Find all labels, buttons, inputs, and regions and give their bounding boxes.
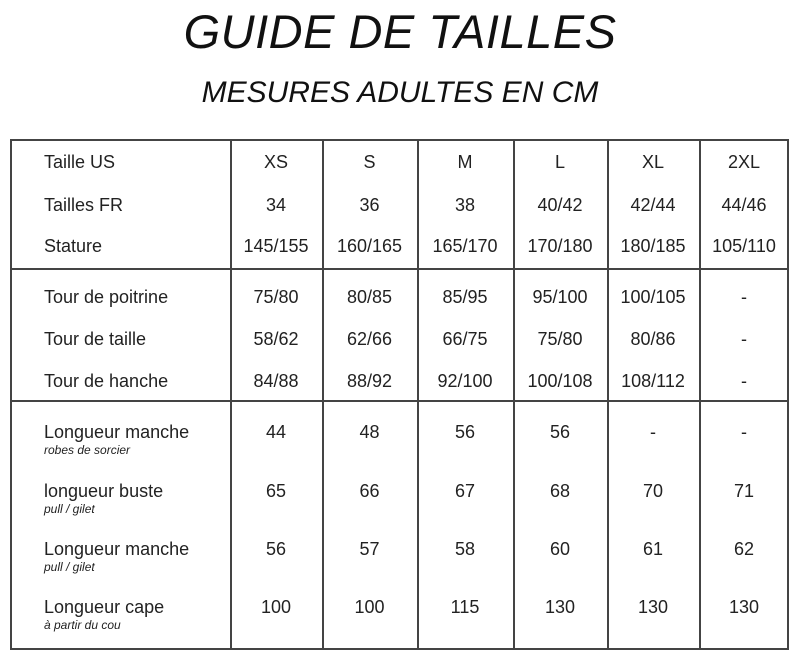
table-cell: 60 [549,539,571,559]
table-cell: 66/75 [442,329,488,349]
table-cell: 80/85 [346,287,393,307]
table-cell: 44 [265,422,287,442]
column-divider [607,139,609,650]
table-cell: 40/42 [537,195,583,215]
table-cell: 85/95 [442,287,488,307]
section-divider [10,400,789,402]
table-cell: 44/46 [721,195,767,215]
table-cell: 80/86 [630,329,676,349]
table-cell: 56 [454,422,476,442]
table-frame [10,139,789,650]
table-cell: 100 [260,597,292,617]
row-label: Tailles FR [44,195,124,215]
table-cell: 75/80 [253,287,299,307]
row-label: Longueur cape [44,597,165,617]
table-cell: 38 [454,195,476,215]
table-cell: 66 [359,481,380,501]
table-cell: 62 [733,539,755,559]
table-cell: 34 [265,195,287,215]
table-cell: 84/88 [253,371,299,391]
column-divider [417,139,419,650]
column-divider [699,139,701,650]
column-divider [230,139,232,650]
table-cell: 75/80 [537,329,583,349]
table-cell: 56 [265,539,287,559]
row-label: longueur buste [44,481,164,501]
table-cell: 100/105 [620,287,686,307]
row-label: Tour de hanche [44,371,169,391]
row-note: pull / gilet [44,502,95,516]
table-cell: 130 [637,597,669,617]
table-cell: 92/100 [437,371,493,391]
table-cell: 61 [642,539,664,559]
row-note: robes de sorcier [44,443,131,457]
table-cell: 100/108 [527,371,593,391]
table-cell: 180/185 [620,236,686,256]
table-cell: 130 [544,597,576,617]
table-cell: - [741,287,747,307]
table-cell: 108/112 [621,371,685,391]
table-cell: 130 [728,597,760,617]
column-divider [513,139,515,650]
table-cell: 57 [359,539,380,559]
table-cell: - [650,422,656,442]
row-label: Tour de poitrine [44,287,169,307]
table-cell: 68 [549,481,571,501]
table-cell: 58/62 [253,329,299,349]
table-cell: 105/110 [712,236,776,256]
table-cell: 2XL [727,152,761,172]
table-cell: - [741,329,747,349]
table-cell: 42/44 [630,195,676,215]
table-cell: 36 [359,195,380,215]
section-divider [10,268,789,270]
row-label: Tour de taille [44,329,147,349]
table-cell: - [741,422,747,442]
table-cell: 62/66 [346,329,393,349]
table-cell: 160/165 [336,236,403,256]
column-divider [322,139,324,650]
table-cell: 88/92 [346,371,393,391]
row-label: Stature [44,236,103,256]
row-note: à partir du cou [44,618,121,632]
table-cell: 65 [265,481,287,501]
row-note: pull / gilet [44,560,95,574]
table-cell: 145/155 [243,236,309,256]
table-cell: XL [641,152,665,172]
row-label: Longueur manche [44,539,190,559]
table-cell: 115 [450,597,480,617]
table-cell: 70 [642,481,664,501]
table-cell: M [457,152,473,172]
table-cell: L [554,152,565,172]
table-cell: 95/100 [532,287,588,307]
page-title: GUIDE DE TAILLES [183,5,617,58]
table-cell: 56 [549,422,571,442]
table-cell: 165/170 [432,236,498,256]
table-cell: 100 [354,597,385,617]
table-cell: S [363,152,376,172]
page-subtitle: MESURES ADULTES EN CM [201,76,599,109]
table-cell: XS [263,152,288,172]
table-cell: 48 [359,422,380,442]
row-label: Longueur manche [44,422,190,442]
table-cell: 71 [733,481,755,501]
table-cell: - [741,371,747,391]
table-cell: 170/180 [527,236,593,256]
row-label: Taille US [44,152,116,172]
table-cell: 58 [454,539,476,559]
table-cell: 67 [454,481,476,501]
